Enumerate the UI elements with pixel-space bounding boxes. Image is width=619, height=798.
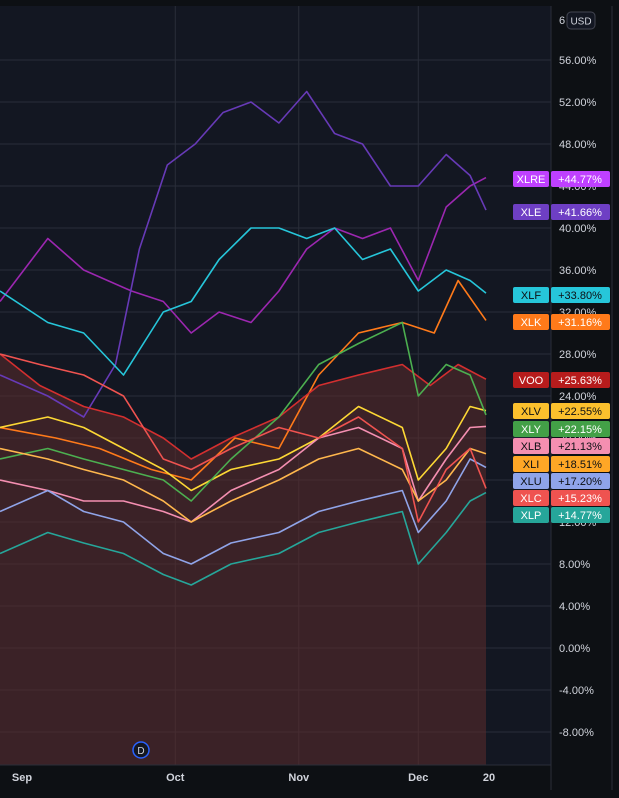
series-line-xlc[interactable]	[0, 353, 487, 523]
ticker-badge	[513, 287, 549, 303]
ticker-name: XLB	[521, 441, 542, 453]
top-tick-partial: 6	[559, 15, 565, 27]
value-text: +15.23%	[558, 493, 602, 505]
series-line-voo[interactable]	[0, 353, 487, 460]
ticker-badge	[513, 421, 549, 437]
series-last-value-labels: XLRE +44.77% XLE +41.66% XLF +33.80% XLK +31.16…	[513, 171, 610, 523]
ticker-badge	[513, 490, 549, 506]
ticker-name: XLP	[521, 510, 542, 522]
value-badge	[551, 490, 610, 506]
last-value-label-xli: XLI +18.51%	[513, 456, 610, 472]
currency-badge-text: USD	[570, 17, 591, 28]
ticker-name: XLI	[523, 459, 540, 471]
last-value-label-xlb: XLB +21.13%	[513, 438, 610, 454]
value-text: +14.77%	[558, 510, 602, 522]
series-lines[interactable]	[0, 90, 487, 586]
value-badge	[551, 204, 610, 220]
ticker-name: XLU	[520, 476, 541, 488]
ticker-name: XLY	[521, 424, 542, 436]
x-tick-label: Oct	[166, 772, 185, 784]
ticker-badge	[513, 507, 549, 523]
value-text: +21.13%	[558, 441, 602, 453]
y-tick-label: 24.00%	[559, 391, 597, 403]
value-badge	[551, 421, 610, 437]
value-text: +18.51%	[558, 459, 602, 471]
value-badge	[551, 473, 610, 489]
ticker-name: XLRE	[517, 174, 546, 186]
value-text: +22.15%	[558, 424, 602, 436]
value-text: +31.16%	[558, 317, 602, 329]
value-badge	[551, 438, 610, 454]
last-value-label-xlf: XLF +33.80%	[513, 287, 610, 303]
ticker-name: XLC	[520, 493, 541, 505]
last-value-label-xlu: XLU +17.20%	[513, 473, 610, 489]
ticker-badge	[513, 171, 549, 187]
x-tick-label: Dec	[408, 772, 428, 784]
value-text: +41.66%	[558, 207, 602, 219]
event-marker-circle	[132, 741, 150, 759]
series-line-xlu[interactable]	[0, 458, 487, 565]
last-value-label-xlc: XLC +15.23%	[513, 490, 610, 506]
series-line-xlre[interactable]	[0, 176, 487, 334]
value-badge	[551, 372, 610, 388]
value-badge	[551, 314, 610, 330]
x-tick-label: Nov	[288, 772, 310, 784]
y-tick-label: 56.00%	[559, 55, 597, 67]
value-badge	[551, 171, 610, 187]
ticker-badge	[513, 438, 549, 454]
ticker-badge	[513, 456, 549, 472]
series-line-xlb[interactable]	[0, 425, 487, 523]
last-value-label-xle: XLE +41.66%	[513, 204, 610, 220]
y-tick-label: 4.00%	[559, 601, 590, 613]
value-badge	[551, 456, 610, 472]
last-value-label-xlk: XLK +31.16%	[513, 314, 610, 330]
last-value-label-voo: VOO +25.63%	[513, 372, 610, 388]
y-tick-label: -8.00%	[559, 727, 594, 739]
series-line-xly[interactable]	[0, 321, 487, 502]
value-text: +44.77%	[558, 174, 602, 186]
value-badge	[551, 287, 610, 303]
x-tick-label: Sep	[12, 772, 32, 784]
event-marker-dividend[interactable]: D	[132, 741, 150, 759]
series-line-xlk[interactable]	[0, 279, 487, 481]
value-text: +33.80%	[558, 290, 602, 302]
value-text: +17.20%	[558, 476, 602, 488]
value-text: +22.55%	[558, 406, 602, 418]
x-tick-label: 20	[483, 772, 495, 784]
value-badge	[551, 507, 610, 523]
event-marker-text: D	[137, 746, 144, 757]
y-tick-label: -4.00%	[559, 685, 594, 697]
y-tick-label: 8.00%	[559, 559, 590, 571]
ticker-badge	[513, 204, 549, 220]
y-tick-label: 28.00%	[559, 349, 597, 361]
y-tick-label: 40.00%	[559, 223, 597, 235]
ticker-name: XLE	[521, 207, 542, 219]
y-tick-label: 48.00%	[559, 139, 597, 151]
ticker-badge	[513, 473, 549, 489]
currency-badge[interactable]: USD	[566, 11, 596, 30]
last-value-label-xlre: XLRE +44.77%	[513, 171, 610, 187]
y-tick-label: 36.00%	[559, 265, 597, 277]
value-badge	[551, 403, 610, 419]
currency-badge-box	[566, 11, 596, 30]
series-line-xlp[interactable]	[0, 491, 487, 586]
last-value-label-xlp: XLP +14.77%	[513, 507, 610, 523]
ticker-badge	[513, 314, 549, 330]
ticker-name: XLK	[521, 317, 542, 329]
last-value-label-xlv: XLV +22.55%	[513, 403, 610, 419]
ticker-badge	[513, 372, 549, 388]
series-line-xlf[interactable]	[0, 227, 487, 376]
ticker-name: XLV	[521, 406, 542, 418]
y-tick-label: 0.00%	[559, 643, 590, 655]
y-tick-label: 52.00%	[559, 97, 597, 109]
ticker-badge	[513, 403, 549, 419]
series-line-xlv[interactable]	[0, 405, 487, 492]
x-axis-ticks: Sep Oct Nov Dec 20	[12, 772, 495, 784]
ticker-name: XLF	[521, 290, 541, 302]
value-text: +25.63%	[558, 375, 602, 387]
ticker-name: VOO	[519, 375, 544, 387]
last-value-label-xly: XLY +22.15%	[513, 421, 610, 437]
series-line-xle[interactable]	[0, 90, 487, 418]
